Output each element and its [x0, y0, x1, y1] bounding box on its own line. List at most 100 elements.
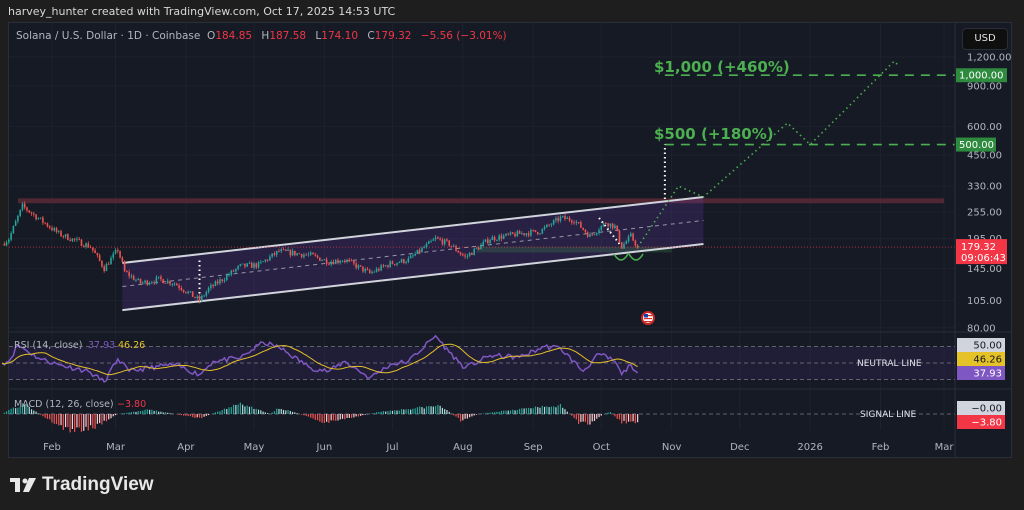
- candle[interactable]: [314, 254, 317, 256]
- candle[interactable]: [500, 235, 503, 239]
- candle[interactable]: [457, 250, 460, 253]
- candle[interactable]: [418, 249, 421, 253]
- candle[interactable]: [205, 291, 208, 296]
- candle[interactable]: [57, 231, 60, 232]
- candle[interactable]: [153, 282, 155, 284]
- candle[interactable]: [391, 261, 394, 265]
- candle[interactable]: [630, 233, 632, 237]
- candle[interactable]: [194, 296, 196, 298]
- candle[interactable]: [355, 263, 357, 268]
- candle[interactable]: [37, 218, 40, 220]
- candle[interactable]: [94, 250, 96, 254]
- candle[interactable]: [253, 263, 255, 268]
- candle[interactable]: [580, 222, 582, 228]
- candle[interactable]: [582, 227, 584, 230]
- candle[interactable]: [375, 268, 378, 272]
- candle[interactable]: [359, 265, 362, 267]
- candle[interactable]: [107, 263, 110, 265]
- candle[interactable]: [23, 203, 26, 208]
- support-zone[interactable]: [476, 246, 672, 253]
- measure-dotted-line[interactable]: [598, 217, 623, 248]
- candle[interactable]: [269, 256, 271, 261]
- candle[interactable]: [502, 235, 505, 239]
- candle[interactable]: [164, 283, 167, 284]
- candle[interactable]: [10, 233, 12, 240]
- candle[interactable]: [593, 234, 596, 236]
- candle[interactable]: [543, 227, 546, 229]
- candle[interactable]: [312, 252, 314, 255]
- candle[interactable]: [521, 233, 523, 234]
- candle[interactable]: [198, 296, 201, 301]
- candle[interactable]: [325, 259, 328, 264]
- candle[interactable]: [555, 218, 557, 221]
- candle[interactable]: [223, 280, 226, 282]
- candle[interactable]: [577, 222, 580, 223]
- candle[interactable]: [509, 232, 512, 235]
- candle[interactable]: [235, 268, 237, 272]
- candle[interactable]: [434, 237, 437, 240]
- candle[interactable]: [416, 249, 419, 255]
- candle[interactable]: [425, 243, 428, 248]
- candle[interactable]: [364, 268, 367, 272]
- candle[interactable]: [561, 215, 564, 217]
- candle[interactable]: [262, 261, 264, 263]
- candle[interactable]: [527, 233, 530, 236]
- channel-lower-line[interactable]: [122, 242, 704, 312]
- candle[interactable]: [298, 253, 301, 255]
- candle[interactable]: [278, 250, 280, 252]
- candle[interactable]: [448, 240, 451, 246]
- candle[interactable]: [557, 218, 559, 222]
- candle[interactable]: [171, 284, 174, 285]
- candle[interactable]: [42, 217, 44, 223]
- candle[interactable]: [214, 281, 217, 287]
- candle[interactable]: [396, 262, 398, 265]
- candle[interactable]: [584, 229, 587, 233]
- candle[interactable]: [73, 238, 76, 240]
- candle[interactable]: [532, 230, 535, 231]
- candle[interactable]: [207, 287, 210, 292]
- candle[interactable]: [241, 263, 244, 265]
- candle[interactable]: [303, 254, 305, 257]
- candle[interactable]: [48, 226, 51, 228]
- candle[interactable]: [21, 203, 24, 210]
- candle[interactable]: [536, 232, 539, 235]
- candle[interactable]: [403, 259, 405, 264]
- candle[interactable]: [139, 278, 142, 284]
- candle[interactable]: [141, 282, 144, 284]
- candle[interactable]: [114, 249, 117, 254]
- candle[interactable]: [101, 260, 103, 267]
- candle[interactable]: [398, 262, 401, 264]
- candle[interactable]: [173, 283, 176, 285]
- candle[interactable]: [405, 262, 407, 264]
- candle[interactable]: [564, 215, 566, 219]
- candle[interactable]: [212, 285, 214, 287]
- candle[interactable]: [260, 261, 262, 263]
- candle[interactable]: [475, 247, 478, 249]
- candle[interactable]: [210, 285, 212, 288]
- candle[interactable]: [423, 247, 426, 249]
- candle[interactable]: [464, 255, 466, 257]
- candle[interactable]: [623, 244, 625, 249]
- candle[interactable]: [225, 275, 228, 281]
- candle[interactable]: [550, 224, 553, 226]
- candle[interactable]: [382, 265, 385, 267]
- candle[interactable]: [185, 291, 187, 294]
- candle[interactable]: [598, 230, 600, 233]
- candle[interactable]: [378, 268, 380, 271]
- candle[interactable]: [530, 230, 532, 236]
- candle[interactable]: [462, 254, 464, 256]
- candle[interactable]: [437, 237, 439, 239]
- candle[interactable]: [294, 250, 296, 256]
- candle[interactable]: [487, 239, 489, 244]
- candle[interactable]: [296, 253, 298, 256]
- candle[interactable]: [166, 280, 169, 284]
- candle[interactable]: [103, 266, 105, 272]
- candle[interactable]: [87, 243, 90, 248]
- candle[interactable]: [130, 275, 133, 277]
- candle[interactable]: [616, 225, 618, 231]
- candle[interactable]: [219, 279, 221, 284]
- candle[interactable]: [282, 249, 285, 251]
- candle[interactable]: [246, 263, 248, 267]
- candle[interactable]: [160, 276, 162, 280]
